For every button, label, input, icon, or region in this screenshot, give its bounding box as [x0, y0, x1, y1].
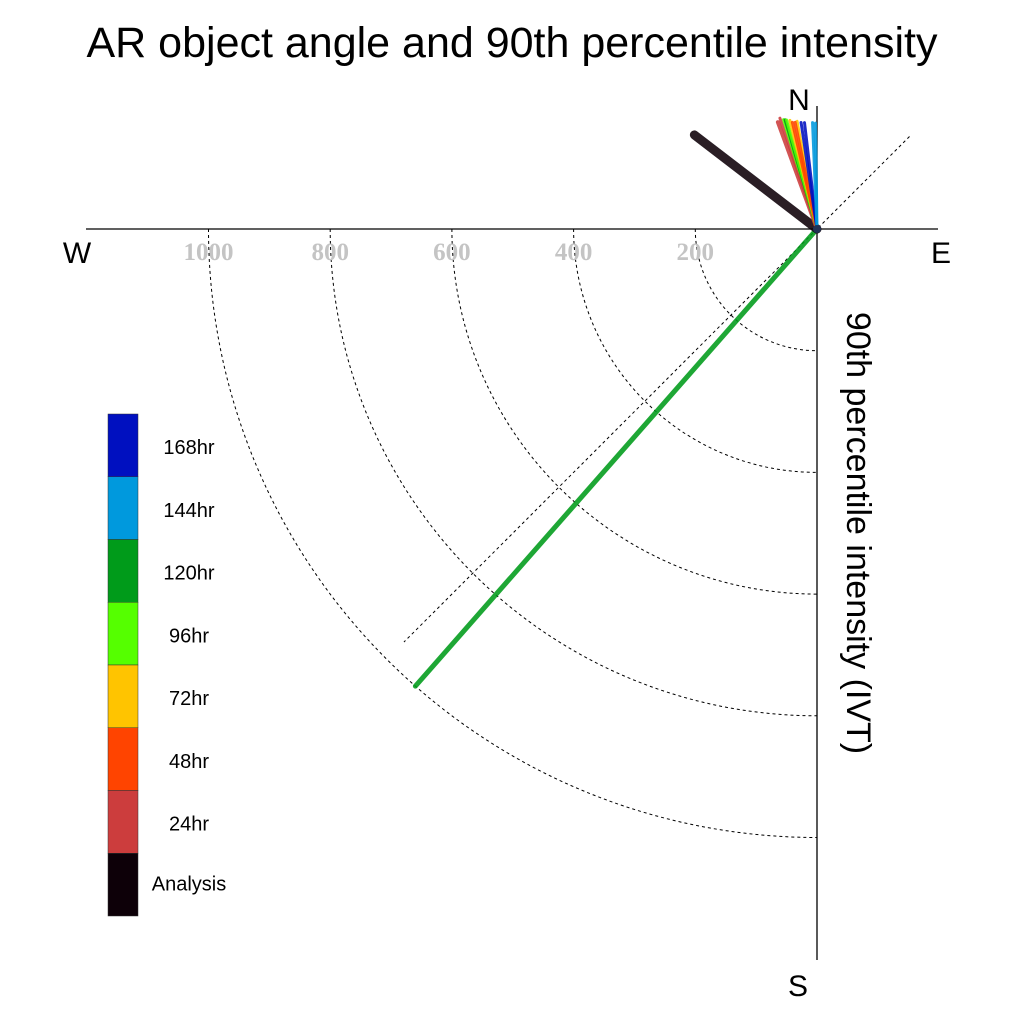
south-label: S: [788, 970, 808, 1003]
tick-label-600: 600: [433, 239, 471, 266]
west-label: W: [63, 237, 92, 270]
legend-label-120hr: 120hr: [163, 563, 214, 585]
legend-label-72hr: 72hr: [169, 688, 209, 710]
legend-swatch-24hr: [107, 790, 139, 854]
legend: 168hr 144hr 120hr 96hr 72hr 48hr 24hr Analysis: [107, 413, 226, 917]
legend-swatch-120hr: [107, 539, 139, 603]
range-ring-800: [329, 228, 818, 717]
radial-tick-labels: 200 400 600 800 1000: [184, 239, 715, 266]
range-ring-400: [573, 228, 818, 473]
range-ring-600: [451, 228, 818, 595]
east-label: E: [931, 237, 951, 270]
legend-label-24hr: 24hr: [169, 814, 209, 836]
vector-144hr: [814, 121, 819, 231]
grid: [208, 136, 910, 838]
origin-point: [813, 225, 821, 233]
legend-swatch-144hr: [107, 476, 139, 540]
diagonal-guide-sw: [403, 228, 818, 643]
legend-swatch-96hr: [107, 602, 139, 666]
north-label: N: [788, 84, 810, 117]
legend-swatch-analysis: [107, 853, 139, 917]
range-ring-200: [694, 228, 818, 352]
vector-120hr: [412, 226, 820, 689]
range-ring-1000: [208, 228, 818, 838]
tick-label-1000: 1000: [184, 239, 234, 266]
tick-label-200: 200: [677, 239, 715, 266]
legend-swatch-168hr: [107, 413, 139, 477]
legend-label-analysis: Analysis: [152, 873, 226, 895]
tick-label-400: 400: [555, 239, 593, 266]
tick-label-800: 800: [311, 239, 349, 266]
legend-swatch-48hr: [107, 727, 139, 791]
vector-analysis: [689, 130, 822, 234]
y-axis-label: 90th percentile intensity (IVT): [839, 312, 877, 754]
vector-series: [412, 116, 822, 689]
legend-swatch-72hr: [107, 664, 139, 728]
legend-label-168hr: 168hr: [163, 437, 214, 459]
legend-label-48hr: 48hr: [169, 751, 209, 773]
chart-title: AR object angle and 90th percentile inte…: [87, 19, 938, 67]
diagonal-guide-ne: [816, 136, 910, 230]
legend-label-144hr: 144hr: [163, 500, 214, 522]
legend-label-96hr: 96hr: [169, 625, 209, 647]
